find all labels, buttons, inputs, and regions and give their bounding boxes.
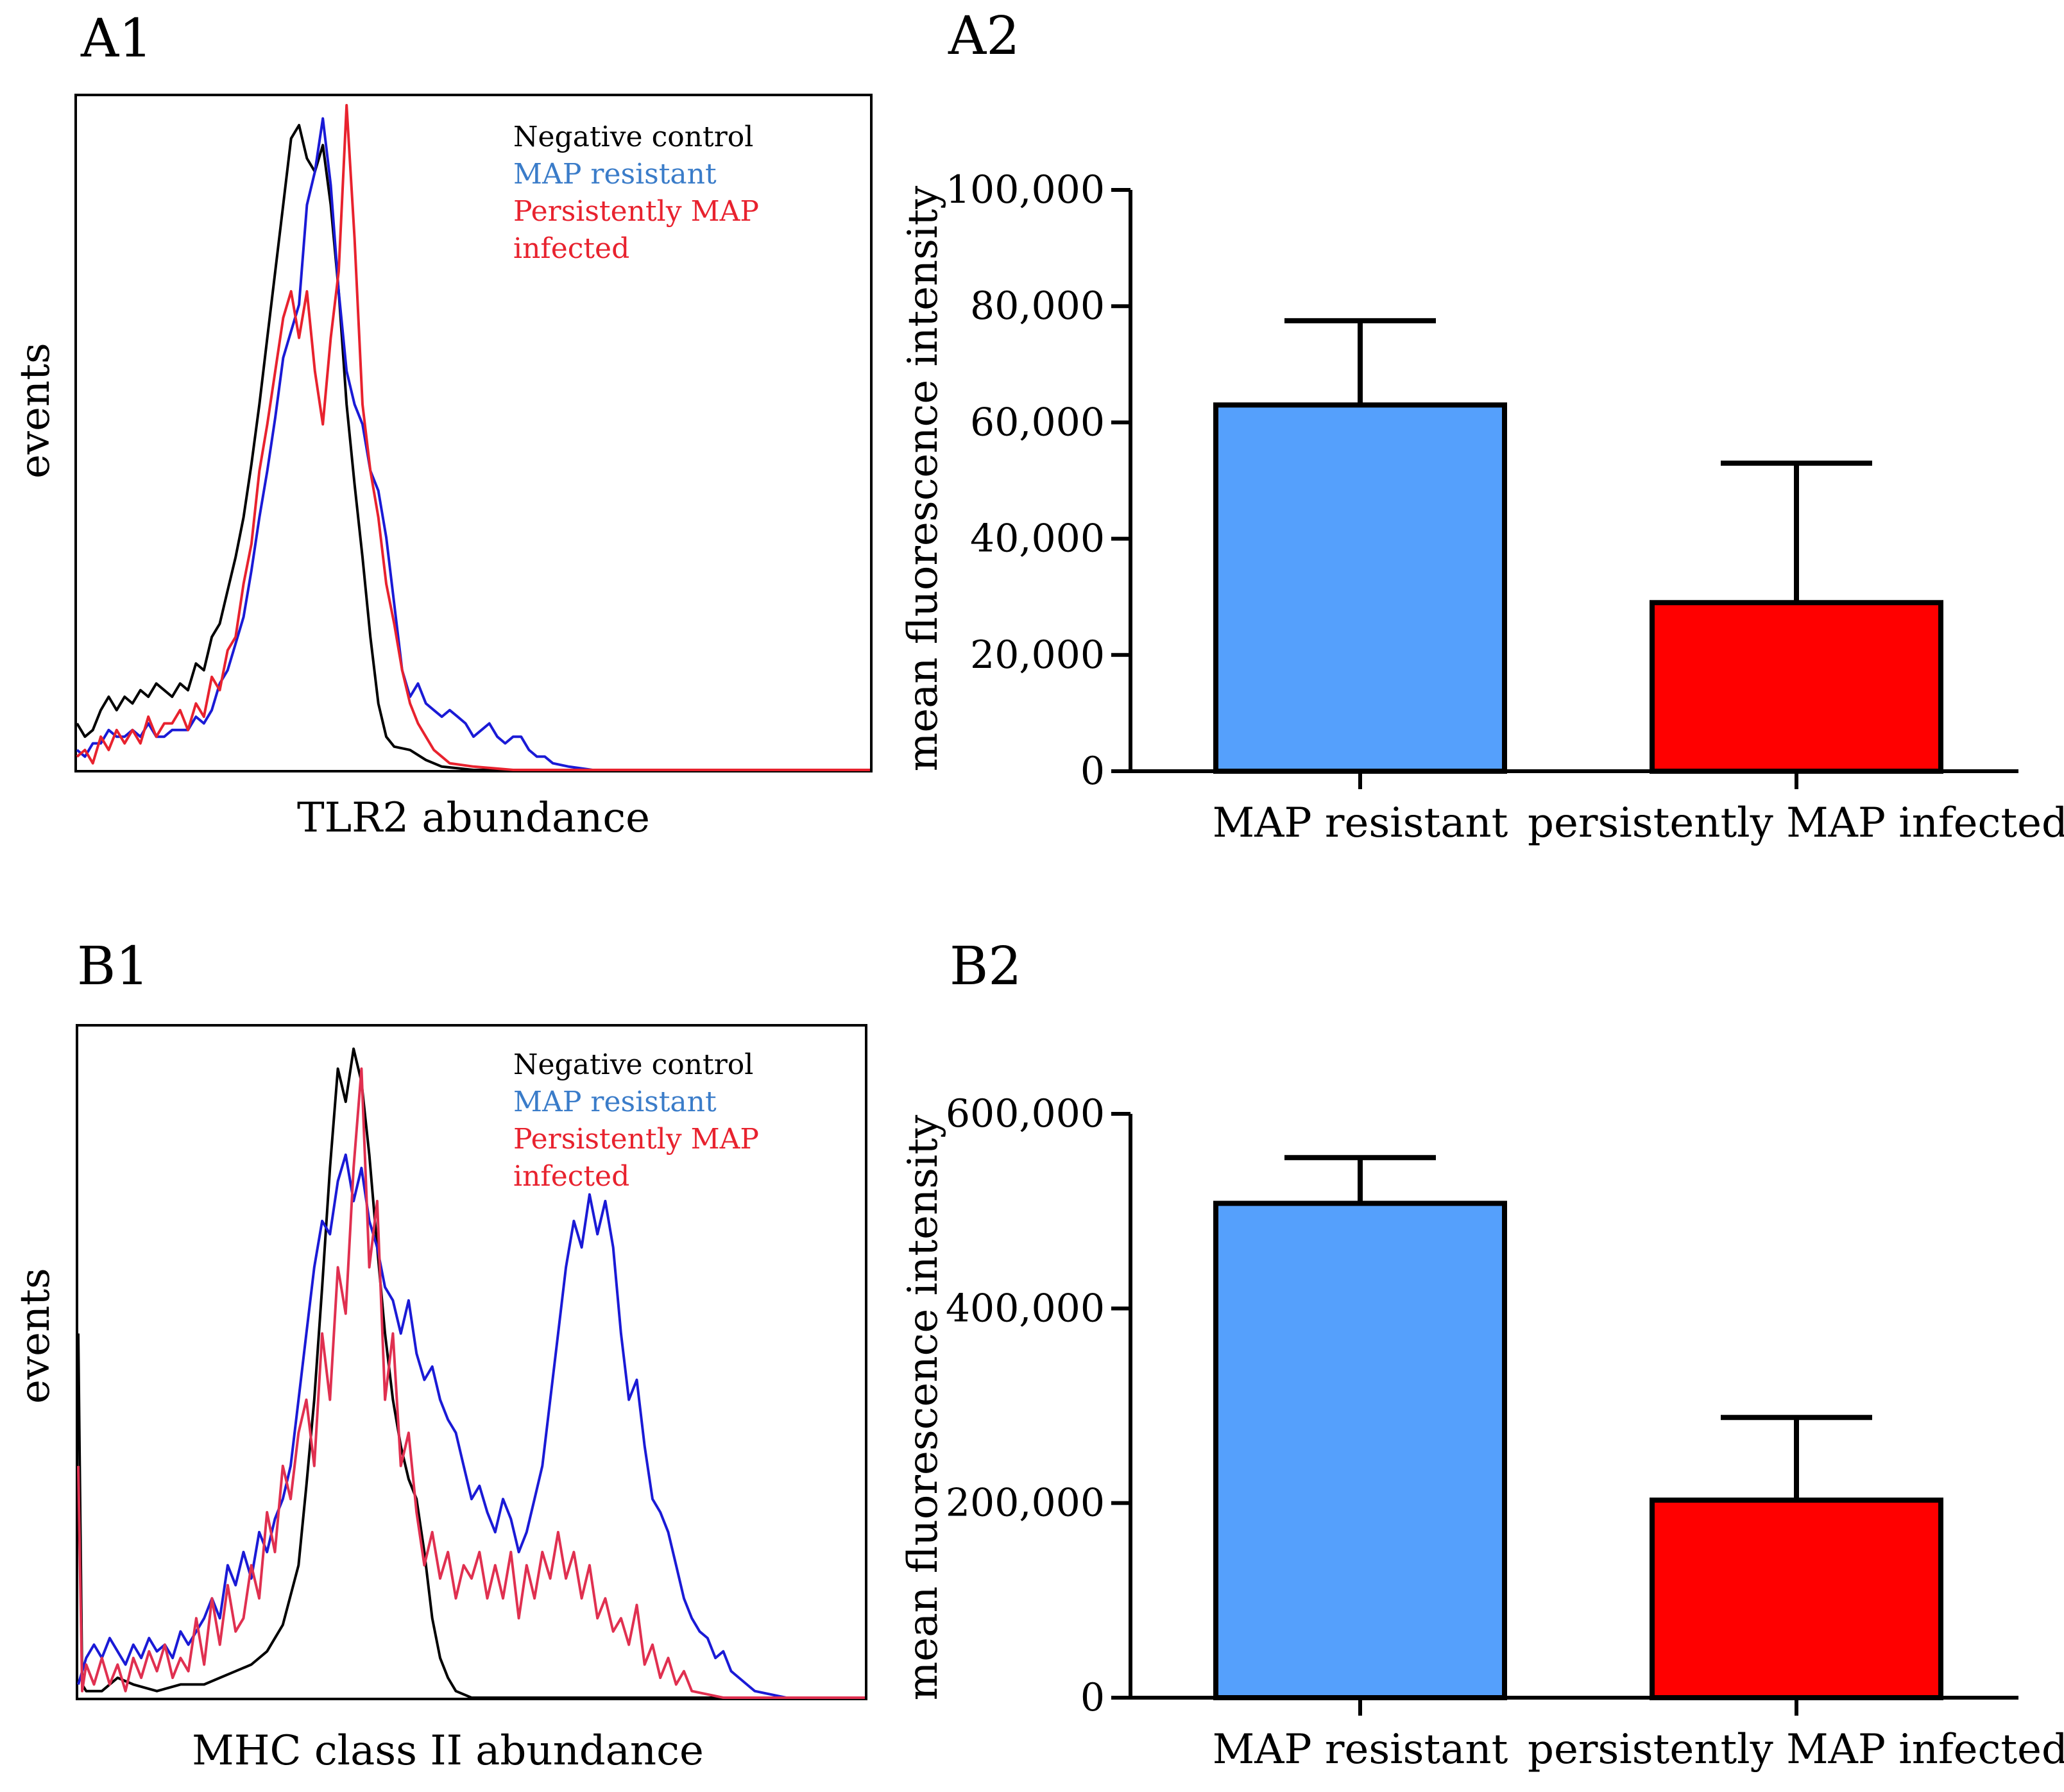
series-line-persistently-map-infected-a1 bbox=[76, 104, 870, 771]
x-axis-title-b1: MHC class II abundance bbox=[192, 1727, 704, 1775]
y-tick-label-b2: 400,000 bbox=[946, 1286, 1105, 1331]
series-line-negative-control-a1 bbox=[76, 124, 870, 771]
y-tick-label-a2: 20,000 bbox=[970, 633, 1105, 678]
bars-b2 bbox=[1213, 1155, 1943, 1701]
y-tick-label-a2: 60,000 bbox=[970, 400, 1105, 445]
y-axis-title-a1: events bbox=[12, 343, 59, 479]
panel-label-a1: A1 bbox=[80, 8, 152, 69]
axes-a2: MAP resistant persistently MAP infected 0 2… bbox=[946, 167, 2064, 847]
series-line-map-resistant-b1 bbox=[77, 1153, 865, 1699]
x-axis-title-a1: TLR2 abundance bbox=[297, 794, 650, 842]
bar-persistently-map-infected-b2 bbox=[1650, 1498, 1943, 1701]
panel-label-b2: B2 bbox=[950, 936, 1021, 997]
series-line-persistently-map-infected-b1 bbox=[77, 1067, 865, 1699]
bar-chart-b2: MAP resistant persistently MAP infected 0 2… bbox=[900, 1091, 2064, 1773]
bar-persistently-map-infected-a2 bbox=[1650, 600, 1943, 774]
series-line-negative-control-b1 bbox=[77, 1047, 865, 1699]
histogram-a1: Negative control MAP resistant Persisten… bbox=[12, 94, 873, 842]
legend-map-resistant: MAP resistant bbox=[513, 1086, 717, 1118]
y-tick-label-b2: 600,000 bbox=[946, 1091, 1105, 1136]
histogram-b1: Negative control MAP resistant Persisten… bbox=[12, 1024, 867, 1775]
bar-map-resistant-a2 bbox=[1213, 402, 1507, 774]
legend-negative-control: Negative control bbox=[513, 1048, 753, 1081]
bars-a2 bbox=[1213, 318, 1943, 774]
category-label-persistently-map-infected-a2: persistently MAP infected bbox=[1528, 799, 2064, 847]
legend-negative-control: Negative control bbox=[513, 121, 753, 153]
category-label-persistently-map-infected-b2: persistently MAP infected bbox=[1528, 1726, 2064, 1773]
panel-label-b1: B1 bbox=[77, 936, 149, 997]
y-axis-title-a2: mean fluorescence intensity bbox=[900, 186, 947, 772]
histogram-lines-a1 bbox=[76, 104, 870, 771]
y-tick-label-b2: 0 bbox=[1080, 1675, 1105, 1720]
axes-b2: MAP resistant persistently MAP infected 0 2… bbox=[946, 1091, 2064, 1773]
y-axis-title-b1: events bbox=[12, 1268, 59, 1404]
y-axis-title-b2: mean fluorescence intensity bbox=[900, 1115, 947, 1701]
y-tick-label-b2: 200,000 bbox=[946, 1481, 1105, 1526]
panel-label-a2: A2 bbox=[948, 6, 1019, 67]
bar-map-resistant-b2 bbox=[1213, 1200, 1507, 1700]
legend-b1: Negative control MAP resistant Persisten… bbox=[513, 1048, 759, 1193]
y-tick-label-a2: 80,000 bbox=[970, 284, 1105, 329]
legend-map-resistant: MAP resistant bbox=[513, 158, 717, 191]
legend-infected: infected bbox=[513, 1160, 629, 1193]
legend-persistently-map: Persistently MAP bbox=[513, 1123, 759, 1156]
bar-chart-a2: MAP resistant persistently MAP infected 0 2… bbox=[900, 167, 2064, 847]
legend-persistently-map: Persistently MAP bbox=[513, 195, 759, 228]
category-label-map-resistant-a2: MAP resistant bbox=[1213, 799, 1508, 847]
legend-a1: Negative control MAP resistant Persisten… bbox=[513, 121, 759, 265]
histogram-lines-b1 bbox=[77, 1047, 865, 1699]
y-tick-label-a2: 0 bbox=[1080, 749, 1105, 794]
category-label-map-resistant-b2: MAP resistant bbox=[1213, 1726, 1508, 1773]
y-tick-label-a2: 100,000 bbox=[946, 167, 1105, 212]
y-tick-label-a2: 40,000 bbox=[970, 516, 1105, 561]
legend-infected: infected bbox=[513, 232, 629, 265]
series-line-map-resistant-a1 bbox=[76, 117, 870, 771]
